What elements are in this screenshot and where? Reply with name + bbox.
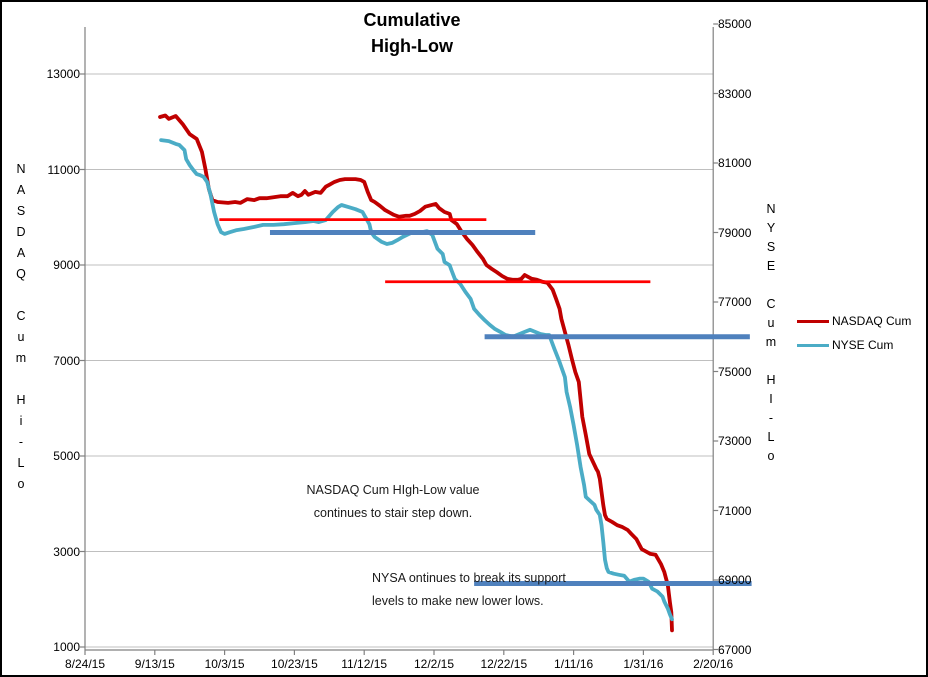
right-axis-tick-label: 71000 xyxy=(718,503,752,518)
left-axis-tick-label: 3000 xyxy=(53,544,80,559)
axis-title-char: u xyxy=(17,330,25,344)
axis-title-char: o xyxy=(17,477,25,491)
legend-line-swatch xyxy=(797,343,829,347)
annotation-line: NASDAQ Cum HIgh-Low value xyxy=(306,483,480,497)
x-axis-tick-label: 11/12/15 xyxy=(341,657,388,671)
right-axis-tick-label: 83000 xyxy=(718,86,752,101)
series-nasdaq-cum xyxy=(158,113,674,633)
left-axis-tick-label: 5000 xyxy=(53,449,80,463)
axis-title-char: C xyxy=(16,309,26,323)
chart-title-line-1: Cumulative xyxy=(363,10,461,30)
left-axis-tick-label: 11000 xyxy=(47,162,80,177)
right-axis-tick-label: 67000 xyxy=(718,642,752,657)
axis-title-char: L xyxy=(17,456,25,470)
right-axis-tick-label: 77000 xyxy=(718,295,752,309)
axis-title-char: - xyxy=(768,411,774,425)
x-axis-tick-label: 1/11/16 xyxy=(554,657,594,671)
legend-line-swatch xyxy=(797,319,829,323)
left-axis-tick-label: 13000 xyxy=(46,67,80,81)
right-axis-tick-label: 81000 xyxy=(718,156,752,170)
axis-title-char: Q xyxy=(16,267,26,281)
annotation-line: levels to make new lower lows. xyxy=(372,594,544,608)
axis-title-char: S xyxy=(766,240,776,254)
axis-title-char: N xyxy=(766,202,776,216)
right-axis-tick-label: 75000 xyxy=(718,364,752,379)
axis-title-char: H xyxy=(766,373,776,387)
axis-title-char: A xyxy=(16,246,26,260)
right-axis-tick-label: 69000 xyxy=(718,573,752,587)
axis-title-char: o xyxy=(767,449,775,463)
x-axis-tick-label: 8/24/15 xyxy=(64,657,106,671)
legend-entry-nasdaq-cum: NASDAQ Cum xyxy=(797,314,911,328)
axis-title-char: E xyxy=(766,259,776,273)
axis-title-char: Y xyxy=(766,221,776,235)
axis-title-spacer xyxy=(8,369,34,390)
axis-title-char: m xyxy=(765,335,777,349)
right-axis-tick-label: 85000 xyxy=(718,17,752,31)
chart-title: Cumulative High-Low xyxy=(252,7,572,59)
annotation-line: continues to stair step down. xyxy=(313,506,473,520)
axis-title-char: u xyxy=(767,316,775,330)
x-axis-tick-label: 12/2/15 xyxy=(413,657,455,671)
axis-title-spacer xyxy=(758,276,784,295)
axis-title-char: L xyxy=(767,430,775,444)
axis-title-spacer xyxy=(8,285,34,306)
x-axis-tick-label: 1/31/16 xyxy=(623,657,664,671)
axis-title-char: - xyxy=(18,435,24,449)
axis-title-char: S xyxy=(16,204,26,218)
axis-title-char: H xyxy=(16,393,26,407)
left-axis-tick-label: 1000 xyxy=(53,640,80,654)
left-axis-tick-label: 9000 xyxy=(53,258,80,272)
right-axis-tick-label: 79000 xyxy=(718,225,752,240)
axis-title-char: i xyxy=(19,414,23,428)
annotation-line: NYSA ontinues to break its support xyxy=(372,571,566,585)
x-axis-tick-label: 10/3/15 xyxy=(204,657,245,671)
x-axis-tick-label: 10/23/15 xyxy=(271,657,318,671)
axis-title-char: A xyxy=(16,183,26,197)
axis-title-char: N xyxy=(16,162,26,176)
x-axis-tick-label: 9/13/15 xyxy=(134,657,175,671)
chart-title-line-2: High-Low xyxy=(371,36,453,56)
annotation-nasdaq-stairstep: NASDAQ Cum HIgh-Low value continues to s… xyxy=(295,479,491,525)
left-axis-tick-label: 7000 xyxy=(53,353,80,368)
annotation-nyse-support: NYSA ontinues to break its support level… xyxy=(372,567,622,613)
legend-label: NYSE Cum xyxy=(832,338,894,352)
legend-label: NASDAQ Cum xyxy=(832,314,912,328)
right-axis-tick-label: 73000 xyxy=(718,434,752,448)
series-nyse-cum xyxy=(159,138,674,622)
x-axis-tick-label: 2/20/16 xyxy=(693,657,734,671)
axis-title-char: C xyxy=(766,297,776,311)
x-axis-tick-label: 12/22/15 xyxy=(480,657,528,671)
axis-title-char: D xyxy=(16,225,26,239)
legend: NASDAQ Cum NYSE Cum xyxy=(797,314,911,352)
axis-title-char: I xyxy=(769,392,773,406)
legend-entry-nyse-cum: NYSE Cum xyxy=(797,338,911,352)
axis-title-char: m xyxy=(15,351,27,365)
